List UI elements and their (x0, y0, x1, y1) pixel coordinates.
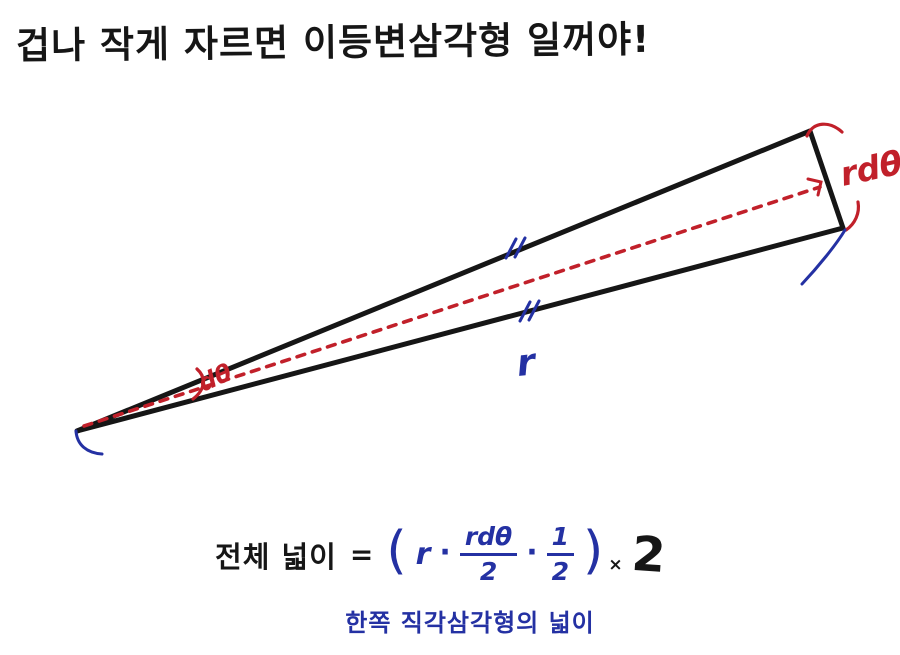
equals-sign: = (349, 538, 374, 572)
blue-arc-apex (74, 429, 104, 456)
times-sign: × (608, 554, 623, 575)
factor-two: 2 (629, 525, 667, 584)
formula-lhs: 전체 넓이 (215, 539, 337, 574)
triangle-top-edge (74, 128, 813, 434)
radius-label: r (514, 340, 539, 385)
triangle-bottom-edge (74, 225, 846, 434)
fraction-denominator: 2 (551, 557, 570, 587)
radius-term: r (415, 537, 431, 573)
multiply-dot-1: · (439, 535, 451, 571)
fraction-denominator: 2 (479, 557, 498, 587)
multiply-dot-2: · (526, 535, 538, 571)
bisector-dashed-line (82, 185, 822, 428)
open-paren: ( (386, 521, 407, 582)
fraction-numerator: 1 (546, 523, 575, 557)
tick-mark-top-edge (504, 236, 527, 260)
formula-caption: 한쪽 직각삼각형의 넓이 (345, 609, 595, 637)
fraction-rdtheta-over-2: rdθ 2 (459, 523, 518, 587)
fraction-one-half: 1 2 (546, 523, 575, 587)
arc-top-right (805, 122, 844, 138)
arc-length-label: rdθ (837, 143, 900, 194)
angle-arc (191, 367, 205, 401)
area-formula: 전체 넓이 = ( r · rdθ 2 · 1 2 ) × 2 (0, 521, 890, 587)
arc-bottom-right (844, 200, 861, 232)
right-angle-mark (806, 177, 823, 197)
close-paren: ) (583, 521, 604, 582)
blue-arc-bottom-right (800, 228, 847, 286)
fraction-numerator: rdθ (459, 523, 518, 557)
triangle-right-edge (807, 128, 846, 231)
tick-mark-bottom-edge (518, 299, 541, 323)
